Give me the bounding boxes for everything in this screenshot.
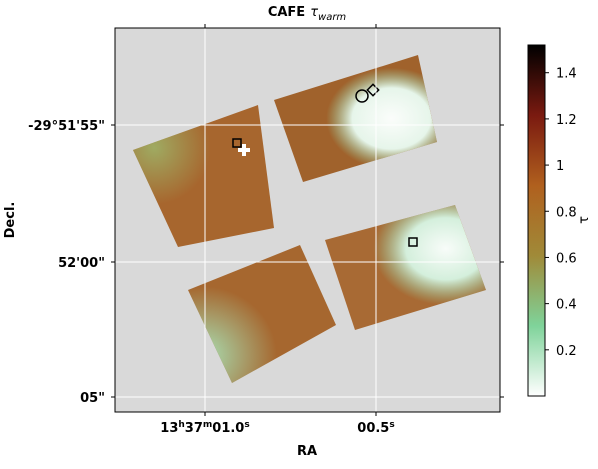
title-symbol: τ bbox=[310, 5, 318, 20]
colorbar-tick-label: 0.8 bbox=[556, 205, 577, 220]
x-tick-number: 00.5 bbox=[357, 421, 389, 436]
x-tick-number: 37 bbox=[185, 421, 203, 436]
x-tick-unit: s bbox=[389, 420, 394, 430]
colorbar-tick-label: 1.4 bbox=[556, 67, 577, 82]
colorbar-label: τ bbox=[577, 216, 592, 224]
colorbar-tick-label: 0.6 bbox=[556, 251, 577, 266]
x-tick-number: 13 bbox=[160, 421, 178, 436]
colorbar bbox=[527, 44, 546, 397]
y-axis-label: Decl. bbox=[3, 202, 18, 239]
x-tick-number: 01.0 bbox=[212, 421, 244, 436]
x-tick-label: 00.5s bbox=[357, 420, 394, 436]
x-tick-unit: h bbox=[178, 420, 184, 430]
y-tick-label: -29°51'55" bbox=[28, 119, 105, 134]
grid bbox=[115, 28, 500, 412]
colorbar-tick-label: 1 bbox=[556, 159, 564, 174]
x-tick-unit: m bbox=[203, 420, 212, 430]
y-tick-label: 05" bbox=[80, 391, 105, 406]
x-tick-unit: s bbox=[244, 420, 249, 430]
title-subscript: warm bbox=[318, 12, 346, 23]
colorbar-tick-label: 0.4 bbox=[556, 298, 577, 313]
title-text: CAFE bbox=[268, 5, 305, 20]
image-tiles bbox=[133, 55, 486, 383]
chart-title: CAFE τwarm bbox=[268, 5, 347, 23]
x-tick-label: 13h37m01.0s bbox=[160, 420, 249, 436]
axes-frame bbox=[114, 27, 501, 413]
x-axis-label: RA bbox=[297, 444, 317, 459]
colorbar-tick-label: 1.2 bbox=[556, 113, 577, 128]
y-tick-label: 52'00" bbox=[58, 256, 105, 271]
colorbar-tick-label: 0.2 bbox=[556, 344, 577, 359]
